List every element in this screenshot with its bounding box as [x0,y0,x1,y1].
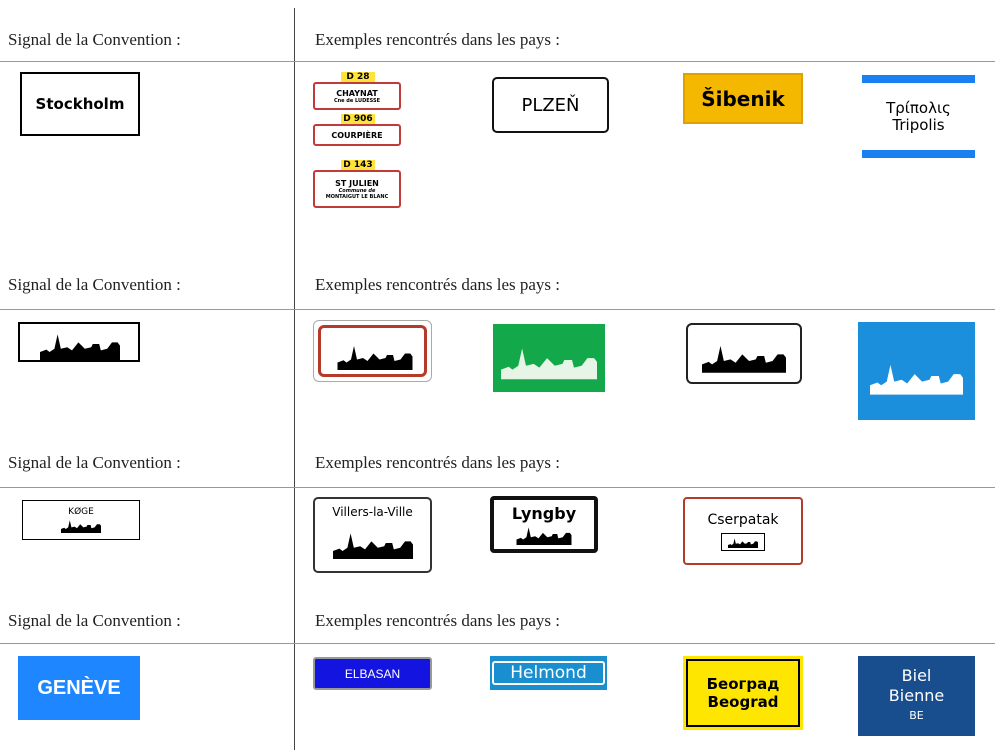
sign: KØGE [22,500,140,540]
sign [493,324,605,392]
sign [313,320,432,382]
sign: Cserpatak [683,497,803,565]
convention-label: Signal de la Convention : [8,275,181,294]
sign-text: COURPIÈRE [331,130,383,140]
row-rule [0,643,995,644]
sign-text: MONTAIGUT LE BLANC [325,193,389,200]
sign-text: Τρίπολις [886,98,951,117]
sign-text: ELBASAN [344,666,401,681]
sign-text: Cserpatak [707,511,779,528]
sign-group: D 28 CHAYNAT Cne de LUDESSE D 906 COURPIÈ… [313,72,403,242]
sign [18,322,140,362]
sign-text: ST JULIEN [335,178,379,188]
sign-text: Helmond [492,661,605,685]
sign: Šibenik [683,73,803,124]
sign: Τρίπολις Tripolis [862,75,975,158]
examples-label: Exemples rencontrés dans les pays : [315,611,561,630]
sign-text: Београд [706,675,780,693]
sign-text: D 143 [341,160,375,170]
sign-text: CHAYNAT [336,88,378,98]
sign-text: Cne de LUDESSE [333,97,381,104]
sign: Београд Beograd [683,656,803,730]
convention-label: Signal de la Convention : [8,611,181,630]
column-divider [294,8,295,750]
sign-text: Beograd [707,693,779,711]
convention-label: Signal de la Convention : [8,30,181,49]
examples-label: Exemples rencontrés dans les pays : [315,453,561,472]
convention-label: Signal de la Convention : [8,453,181,472]
sign-text: Villers-la-Ville [332,505,413,519]
sign-text: Tripolis [892,115,945,134]
sign-text: D 906 [341,114,375,124]
sign: Lyngby [490,496,598,553]
sign-text: KØGE [68,507,94,517]
sign [686,323,802,384]
sign-text: Biel [901,666,932,685]
sign: PLZEŇ [492,77,609,133]
sign-text: Stockholm [35,95,125,113]
sign-text: BE [909,709,924,722]
sign: GENÈVE [18,656,140,720]
row-rule [0,309,995,310]
row-rule [0,487,995,488]
row-rule [0,61,995,62]
sign: Villers-la-Ville [313,497,432,573]
sign-text: PLZEŇ [521,94,580,116]
sign-text: Bienne [888,686,945,705]
sign: Helmond [490,656,607,690]
sign [858,322,975,420]
sign-text: GENÈVE [37,676,121,699]
sign: Biel Bienne BE [858,656,975,736]
sign-text: D 28 [341,72,375,82]
sign-text: Šibenik [701,86,785,111]
sign-text: Commune de [338,187,376,194]
sign: Stockholm [20,72,140,136]
examples-label: Exemples rencontrés dans les pays : [315,275,561,294]
examples-label: Exemples rencontrés dans les pays : [315,30,561,49]
sign-text: Lyngby [511,504,577,523]
sign: ELBASAN [313,657,432,690]
